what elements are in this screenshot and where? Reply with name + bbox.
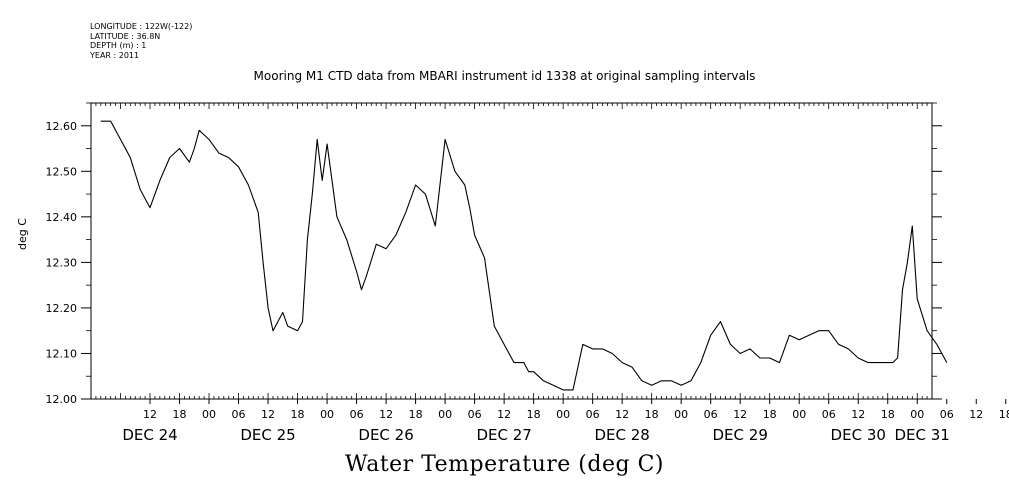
y-tick-label: 12.00 [46,393,78,406]
depth-text: DEPTH (m) : 1 [90,41,147,50]
x-tick-label: 12 [379,408,393,421]
x-tick-label: 06 [350,408,364,421]
x-tick-label: 18 [173,408,187,421]
chart-title: Mooring M1 CTD data from MBARI instrumen… [253,69,756,83]
longitude-text: LONGITUDE : 122W(-122) [90,22,193,31]
y-tick-label: 12.40 [46,211,78,224]
chart-caption: Water Temperature (deg C) [345,452,664,477]
x-tick-label: 06 [822,408,836,421]
x-tick-label: 18 [409,408,423,421]
x-tick-label: 18 [763,408,777,421]
x-tick-label: 18 [881,408,895,421]
temperature-series-line [100,120,948,391]
x-tick-label: 06 [468,408,482,421]
plot-frame [90,102,933,400]
x-tick-label: 00 [320,408,334,421]
metadata-block: LONGITUDE : 122W(-122) LATITUDE : 36.8N … [90,22,192,60]
year-text: YEAR : 2011 [90,50,140,60]
x-day-label: DEC 29 [713,426,768,444]
x-tick-label: 18 [999,408,1009,421]
x-tick-label: 00 [202,408,216,421]
x-tick-label: 06 [704,408,718,421]
x-tick-label: 06 [232,408,246,421]
x-tick-label: 12 [851,408,865,421]
x-tick-label: 12 [733,408,747,421]
x-tick-label: 06 [586,408,600,421]
x-day-label: DEC 27 [476,426,531,444]
y-tick-label: 12.50 [46,165,78,178]
y-tick-label: 12.30 [46,256,78,269]
x-day-label: DEC 24 [122,426,177,444]
x-tick-label: 12 [143,408,157,421]
x-day-label: DEC 28 [594,426,649,444]
x-day-label: DEC 25 [240,426,295,444]
latitude-text: LATITUDE : 36.8N [90,31,161,41]
x-tick-label: 18 [291,408,305,421]
x-tick-label: 06 [940,408,954,421]
x-tick-label: 12 [615,408,629,421]
x-tick-label: 00 [556,408,570,421]
x-day-label: DEC 31 [894,426,949,444]
x-tick-label: 18 [527,408,541,421]
x-tick-label: 00 [438,408,452,421]
x-tick-label: 12 [497,408,511,421]
x-tick-label: 12 [969,408,983,421]
x-tick-label: 00 [792,408,806,421]
y-tick-label: 12.60 [46,120,78,133]
x-day-label: DEC 26 [358,426,413,444]
y-tick-label: 12.10 [46,347,78,360]
y-tick-label: 12.20 [46,302,78,315]
x-tick-label: 00 [674,408,688,421]
x-day-label: DEC 30 [831,426,886,444]
x-tick-label: 00 [910,408,924,421]
x-tick-label: 18 [645,408,659,421]
x-tick-label: 12 [261,408,275,421]
